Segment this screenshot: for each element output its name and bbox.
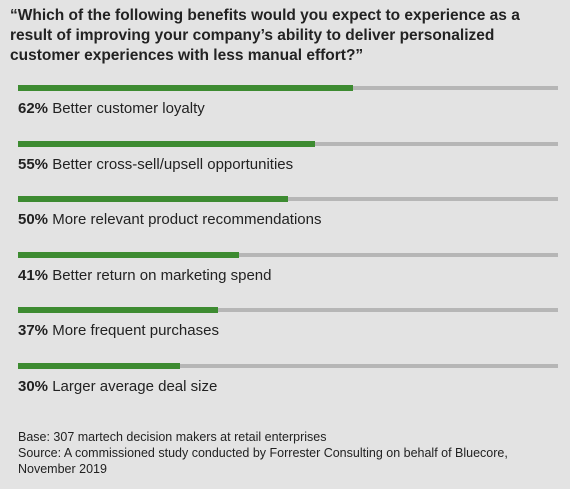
bar-row: 41% Better return on marketing spend: [18, 251, 558, 293]
bar-value-label: 37%: [18, 322, 49, 339]
bar-category-label: Better customer loyalty: [48, 100, 205, 117]
bar-value-label: 50%: [18, 211, 49, 228]
bar-label: 30% Larger average deal size: [18, 378, 217, 396]
bar: [18, 307, 218, 313]
bar-category-label: Better cross-sell/upsell opportunities: [48, 155, 294, 173]
bar-row: 30% Larger average deal size: [18, 362, 558, 404]
bar: [18, 85, 353, 91]
chart-title: “Which of the following benefits would y…: [10, 7, 520, 64]
chart-footer: Base: 307 martech decision makers at ret…: [18, 429, 558, 477]
bar-label: 50% More relevant product recommendation…: [18, 211, 322, 229]
bar: [18, 362, 180, 369]
bar-category-label: More frequent purchases: [48, 322, 219, 339]
bar-value-label: 30%: [18, 377, 49, 395]
bar-track: [18, 252, 558, 257]
bar: [18, 140, 315, 147]
bar-category-label: Larger average deal size: [48, 377, 218, 395]
bar-value-label: 62%: [18, 100, 49, 117]
bar-label: 37% More frequent purchases: [18, 322, 219, 340]
bar: [18, 251, 240, 258]
base-note: Base: 307 martech decision makers at ret…: [18, 430, 327, 444]
bar-label: 62% Better customer loyalty: [18, 100, 205, 118]
bar-track: [18, 363, 558, 368]
bar-row: 55% Better cross-sell/upsell opportuniti…: [18, 140, 558, 182]
bar-value-label: 55%: [18, 155, 49, 173]
bar-category-label: More relevant product recommendations: [48, 211, 322, 228]
bar-row: 62% Better customer loyalty: [18, 85, 558, 126]
bar-value-label: 41%: [18, 266, 49, 284]
bar-row: 50% More relevant product recommendation…: [18, 196, 558, 237]
bar-track: [18, 197, 558, 201]
bar-row: 37% More frequent purchases: [18, 307, 558, 348]
bar: [18, 196, 288, 202]
source-note: Source: A commissioned study conducted b…: [18, 446, 508, 476]
bar-track: [18, 308, 558, 312]
bar-label: 55% Better cross-sell/upsell opportuniti…: [18, 156, 293, 174]
bar-label: 41% Better return on marketing spend: [18, 267, 272, 285]
bar-category-label: Better return on marketing spend: [48, 266, 272, 284]
